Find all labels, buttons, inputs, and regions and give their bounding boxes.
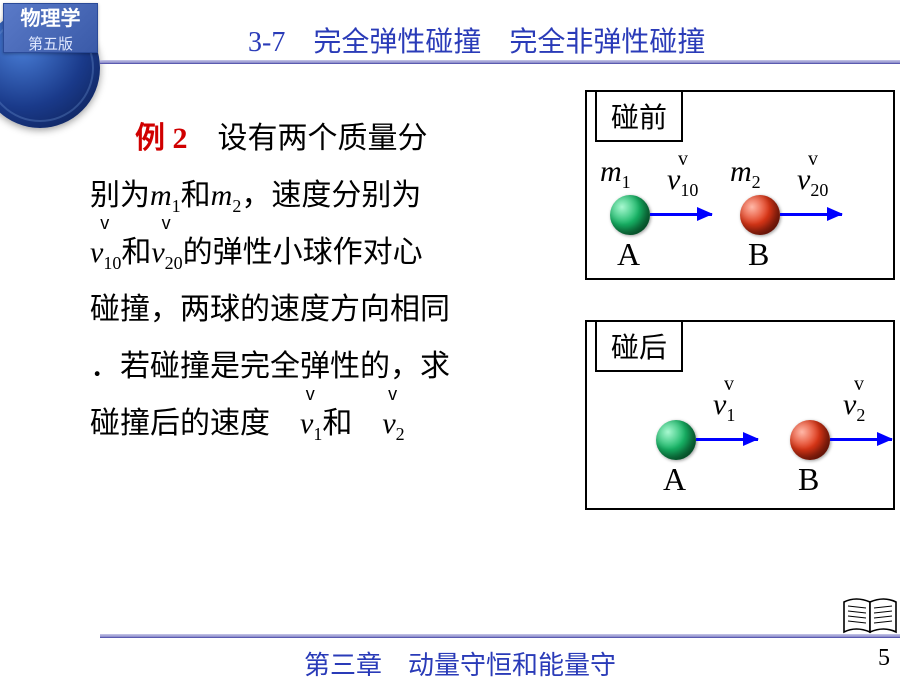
ball-b-icon xyxy=(790,420,830,460)
label-v1: v10 xyxy=(667,163,698,201)
ball-a-icon xyxy=(610,195,650,235)
text-1: 设有两个质量分 xyxy=(188,122,428,155)
slide-header: 3-7 完全弹性碰撞 完全非弹性碰撞 xyxy=(248,20,705,60)
example-label: 例 2 xyxy=(90,122,188,155)
text-4: 碰撞，两球的速度方向相同 xyxy=(90,293,450,326)
diagram-title: 碰前 xyxy=(595,90,683,142)
arrow-a-icon xyxy=(696,438,758,441)
label-m1: m1 xyxy=(600,155,631,193)
slide-footer: 第三章 动量守恒和能量守 xyxy=(0,645,920,682)
sym-v10: vv10 xyxy=(90,224,121,281)
badge-line1: 物理学 xyxy=(21,2,81,31)
badge-line2: 第五版 xyxy=(28,33,73,54)
label-b: B xyxy=(748,236,769,273)
text-6b: 和 xyxy=(322,407,382,440)
footer-rule xyxy=(100,634,900,638)
text-2b: 和 xyxy=(181,179,211,212)
arrow-a-icon xyxy=(650,213,712,216)
footer-text: 第三章 动量守恒和能量守 xyxy=(304,651,616,680)
label-v2: v20 xyxy=(797,163,828,201)
label-m2: m2 xyxy=(730,155,761,193)
book-icon xyxy=(842,594,898,636)
ball-b-icon xyxy=(740,195,780,235)
text-2c: ，速度分别为 xyxy=(241,179,421,212)
example-text: 例 2 设有两个质量分 别为m1和m2，速度分别为 vv10和vv20的弹性小球… xyxy=(90,110,570,452)
text-2a: 别为 xyxy=(90,179,150,212)
label-v1: v1 xyxy=(713,388,735,426)
sym-v2: vv2 xyxy=(382,395,404,452)
diagram-title: 碰后 xyxy=(595,320,683,372)
corner-badge: 物理学 第五版 xyxy=(0,0,110,70)
sym-m2: m2 xyxy=(211,179,242,212)
header-rule xyxy=(100,60,900,64)
page-number: 5 xyxy=(878,645,890,672)
label-a: A xyxy=(663,461,686,498)
text-3b: 的弹性小球作对心 xyxy=(183,236,423,269)
label-v2: v2 xyxy=(843,388,865,426)
title-badge: 物理学 第五版 xyxy=(3,3,98,53)
text-3a: 和 xyxy=(121,236,151,269)
label-a: A xyxy=(617,236,640,273)
ball-a-icon xyxy=(656,420,696,460)
arrow-b-icon xyxy=(830,438,892,441)
sym-v1: vv1 xyxy=(300,395,322,452)
text-6a: 碰撞后的速度 xyxy=(90,407,300,440)
arrow-b-icon xyxy=(780,213,842,216)
label-b: B xyxy=(798,461,819,498)
sym-v20: vv20 xyxy=(151,224,182,281)
